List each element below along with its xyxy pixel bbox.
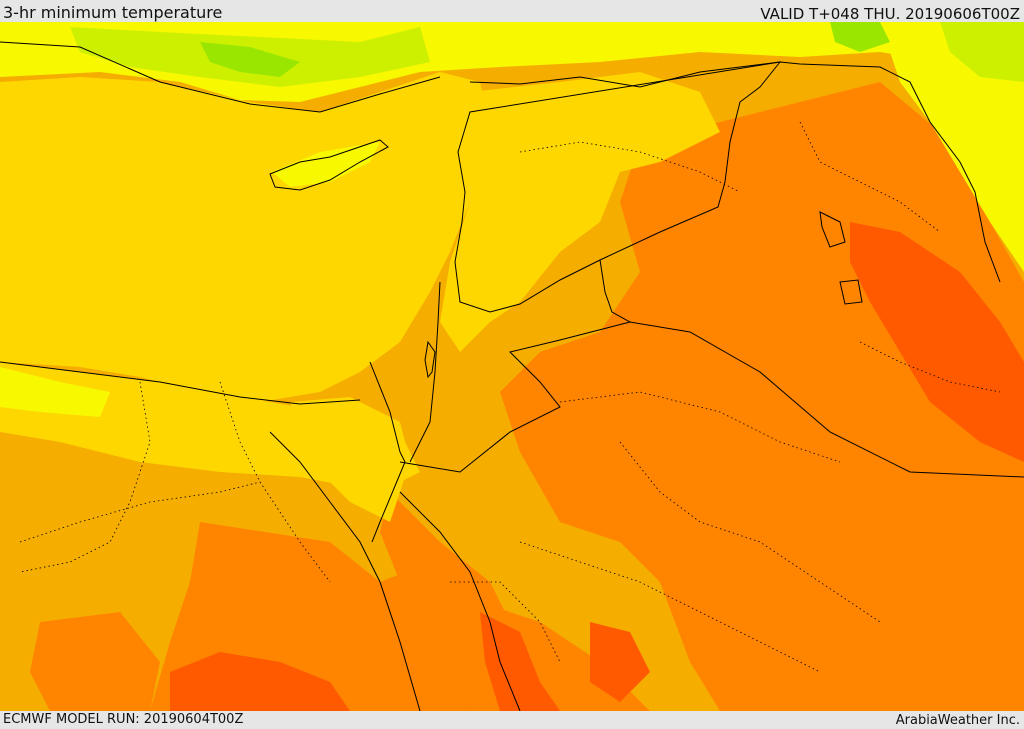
zone-coolest-turkey <box>200 42 300 77</box>
valid-time-label: VALID T+048 THU. 20190606T00Z <box>760 5 1020 23</box>
zone-hottest-redsea <box>480 612 560 711</box>
coastlines <box>269 139 863 711</box>
province-boundaries <box>19 121 1001 673</box>
model-run-label: ECMWF MODEL RUN: 20190604T00Z <box>3 712 244 727</box>
zone-cool-caucasus <box>940 22 1024 82</box>
zone-hottest-patch <box>590 622 650 702</box>
zone-warm-sinai <box>290 397 410 522</box>
credit-label: ArabiaWeather Inc. <box>895 713 1020 728</box>
map-footer: ECMWF MODEL RUN: 20190604T00Z ArabiaWeat… <box>0 711 1024 729</box>
country-borders <box>0 41 1024 543</box>
temperature-map <box>0 22 1024 711</box>
zone-hottest-iraq <box>850 222 1024 462</box>
zone-mild-ne <box>880 22 1024 272</box>
zone-mild-egypt-coast <box>0 367 110 417</box>
map-title: 3-hr minimum temperature <box>3 3 223 22</box>
zone-hot-west <box>30 612 160 711</box>
zone-hottest-south <box>170 652 350 711</box>
zone-mild-cyprus <box>272 142 380 187</box>
zone-warm-levant <box>440 72 720 352</box>
zone-coolest-caucasus <box>830 22 890 52</box>
map-header: 3-hr minimum temperature VALID T+048 THU… <box>0 0 1024 23</box>
